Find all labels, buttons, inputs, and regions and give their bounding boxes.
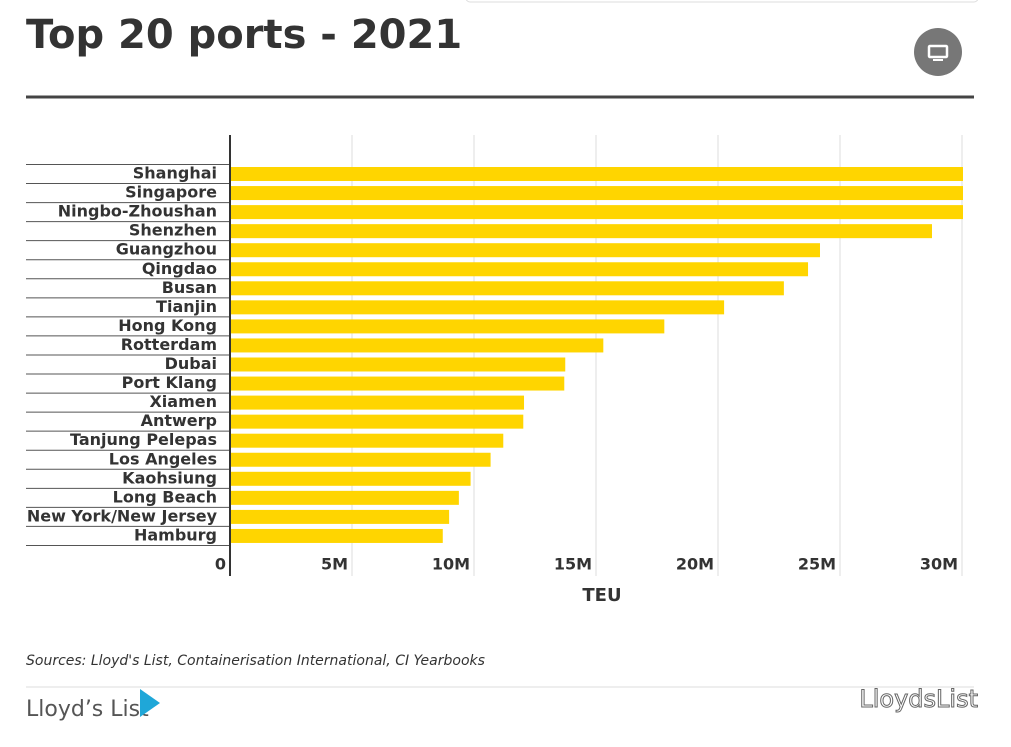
bar: [230, 224, 932, 239]
y-tick-label: Los Angeles: [109, 449, 217, 468]
bar: [230, 414, 524, 429]
y-tick-label: Busan: [162, 278, 217, 297]
y-tick-label: Hong Kong: [118, 316, 217, 335]
y-tick-label: Tianjin: [156, 297, 217, 316]
y-tick-label: Ningbo-Zhoushan: [58, 202, 217, 221]
y-tick-label: Rotterdam: [121, 335, 217, 354]
y-tick-label: Kaohsiung: [122, 468, 217, 487]
x-tick-label: 10M: [432, 555, 470, 574]
logo-mark: [140, 689, 160, 717]
bar: [230, 452, 491, 467]
bar: [230, 528, 443, 543]
top-panel: [465, 0, 979, 3]
bar: [230, 300, 725, 315]
bar: [230, 281, 784, 296]
x-tick-label: 20M: [676, 555, 714, 574]
bar: [230, 490, 459, 505]
x-tick-label: 0: [215, 555, 226, 574]
bar: [230, 186, 963, 201]
source-note: Sources: Lloyd's List, Containerisation …: [26, 653, 485, 669]
bar: [230, 509, 450, 524]
y-tick-label: Shenzhen: [129, 221, 217, 240]
y-tick-label: Guangzhou: [116, 240, 217, 259]
y-tick-label: Dubai: [165, 354, 217, 373]
x-tick-label: 5M: [321, 555, 348, 574]
bar: [230, 433, 504, 448]
y-tick-label: Long Beach: [113, 487, 217, 506]
bar: [230, 471, 471, 486]
x-tick-label: 30M: [920, 555, 958, 574]
bar: [230, 357, 566, 372]
display-button[interactable]: [914, 28, 962, 76]
y-tick-label: Shanghai: [133, 164, 217, 183]
bar: [230, 395, 525, 410]
chart-title: Top 20 ports - 2021: [26, 12, 462, 58]
bar: [230, 205, 963, 220]
display-icon: [927, 44, 949, 59]
x-tick-label: 25M: [798, 555, 836, 574]
y-tick-label: Port Klang: [122, 373, 217, 392]
y-tick-label: Hamburg: [134, 525, 217, 544]
y-tick-label: Xiamen: [149, 392, 217, 411]
bar: [230, 319, 665, 334]
y-tick-label: Singapore: [125, 183, 217, 202]
bar: [230, 338, 604, 353]
logo-text: Lloyd’s List: [26, 697, 149, 722]
x-tick-label: 15M: [554, 555, 592, 574]
bar: [230, 376, 565, 391]
x-axis-title: TEU: [582, 585, 621, 606]
y-tick-label: Qingdao: [142, 259, 217, 278]
bar: [230, 243, 820, 258]
bar: [230, 167, 963, 181]
watermark: LloydsList: [859, 685, 978, 713]
y-tick-label: Antwerp: [141, 411, 217, 430]
bar: [230, 262, 809, 277]
y-tick-label: New York/New Jersey: [27, 506, 218, 525]
y-tick-label: Tanjung Pelepas: [70, 430, 217, 449]
